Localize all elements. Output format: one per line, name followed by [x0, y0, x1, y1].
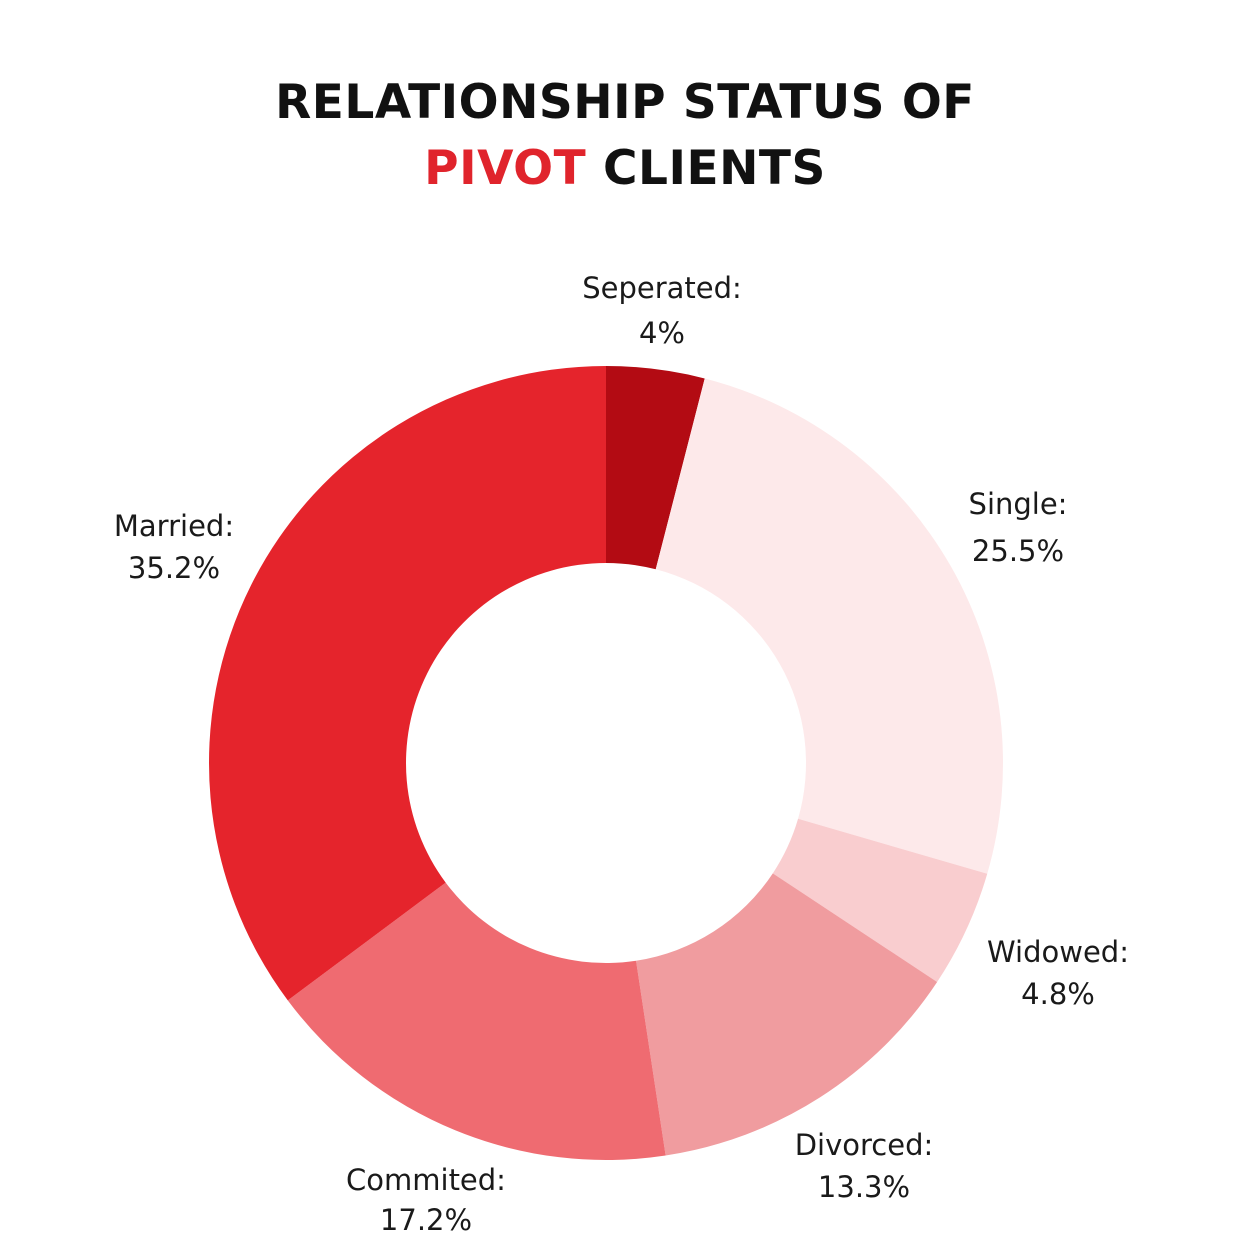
label-divorced-name: Divorced: [795, 1128, 934, 1162]
title-rest-word: CLIENTS [603, 141, 826, 196]
slice-widowed [772, 818, 988, 983]
chart-slices [208, 366, 1003, 1161]
label-seperated-value: 4% [639, 316, 685, 350]
chart-labels: Seperated: 4% Single: 25.5% Widowed: 4.8% Divo… [114, 271, 1129, 1237]
label-married-value: 35.2% [128, 551, 220, 585]
label-married-name: Married: [114, 509, 234, 543]
label-commited-value: 17.2% [380, 1203, 472, 1237]
label-widowed-value: 4.8% [1021, 977, 1095, 1011]
slice-divorced [636, 873, 938, 1156]
label-divorced-value: 13.3% [818, 1170, 910, 1204]
title-line-2: PIVOT CLIENTS [0, 136, 1250, 202]
label-commited-name: Commited: [346, 1163, 506, 1197]
chart-title: RELATIONSHIP STATUS OF PIVOT CLIENTS [0, 70, 1250, 202]
title-line-1: RELATIONSHIP STATUS OF [275, 75, 975, 130]
title-accent-word: PIVOT [424, 141, 587, 196]
slice-seperated [606, 366, 705, 570]
slice-commited [287, 882, 666, 1161]
slice-married [208, 366, 606, 1001]
slice-single [655, 378, 1003, 874]
label-single-value: 25.5% [972, 534, 1064, 568]
label-seperated-name: Seperated: [582, 271, 742, 305]
label-single-name: Single: [969, 487, 1068, 521]
label-widowed-name: Widowed: [987, 935, 1129, 969]
